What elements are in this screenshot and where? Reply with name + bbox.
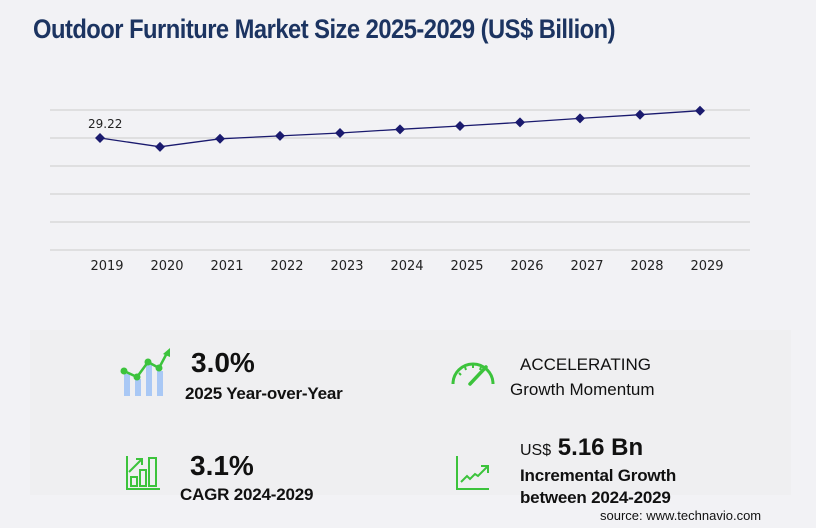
x-label-2025: 2025 xyxy=(450,259,483,274)
data-point-2020 xyxy=(155,141,165,152)
cagr-value: 3.1% xyxy=(190,450,254,481)
incremental-value: US$ 5.16 Bn xyxy=(520,434,643,462)
source-credit: source: www.technavio.com xyxy=(600,508,762,523)
trend-line-icon xyxy=(456,456,489,490)
gridlines xyxy=(50,109,750,251)
data-point-2022 xyxy=(275,130,285,141)
momentum-label: Growth Momentum xyxy=(510,380,655,399)
data-point-2029 xyxy=(695,105,705,116)
momentum-value: ACCELERATING xyxy=(520,355,651,374)
data-point-2024 xyxy=(395,124,405,135)
speedometer-icon xyxy=(451,362,495,386)
data-point-2028 xyxy=(635,109,645,120)
x-axis-labels: 2019 2020 2021 2022 2023 2024 2025 2026 2027 2028… xyxy=(90,259,723,274)
data-point-2027 xyxy=(575,113,585,124)
x-label-2029: 2029 xyxy=(690,259,723,274)
yoy-value: 3.0% xyxy=(191,347,255,378)
cagr-label: CAGR 2024-2029 xyxy=(180,485,314,504)
data-point-2021 xyxy=(215,133,225,144)
incremental-amount: 5.16 Bn xyxy=(557,434,644,461)
incremental-label-1: Incremental Growth xyxy=(520,466,677,485)
x-label-2026: 2026 xyxy=(510,259,543,274)
data-point-2026 xyxy=(515,117,525,128)
x-label-2022: 2022 xyxy=(270,259,303,274)
x-label-2019: 2019 xyxy=(90,259,123,274)
data-points xyxy=(95,105,705,152)
line-chart: 29.22 2019 2020 2021 2022 2023 2024 2025 2026 20… xyxy=(50,105,750,274)
x-label-2027: 2027 xyxy=(570,259,603,274)
bar-chart-arrow-icon xyxy=(126,456,160,490)
incremental-label-2: between 2024-2029 xyxy=(520,488,671,507)
bar-line-growth-icon xyxy=(120,348,170,396)
x-label-2023: 2023 xyxy=(330,259,363,274)
x-label-2024: 2024 xyxy=(390,259,423,274)
currency-prefix: US$ xyxy=(520,442,552,459)
data-point-2019 xyxy=(95,133,105,143)
data-point-2023 xyxy=(335,127,345,138)
data-label-2019: 29.22 xyxy=(88,117,122,131)
x-label-2020: 2020 xyxy=(150,259,183,274)
data-point-2025 xyxy=(455,121,465,132)
x-label-2028: 2028 xyxy=(630,259,663,274)
x-label-2021: 2021 xyxy=(210,259,243,274)
yoy-label: 2025 Year-over-Year xyxy=(185,384,343,403)
chart-title: Outdoor Furniture Market Size 2025-2029 … xyxy=(33,14,616,44)
